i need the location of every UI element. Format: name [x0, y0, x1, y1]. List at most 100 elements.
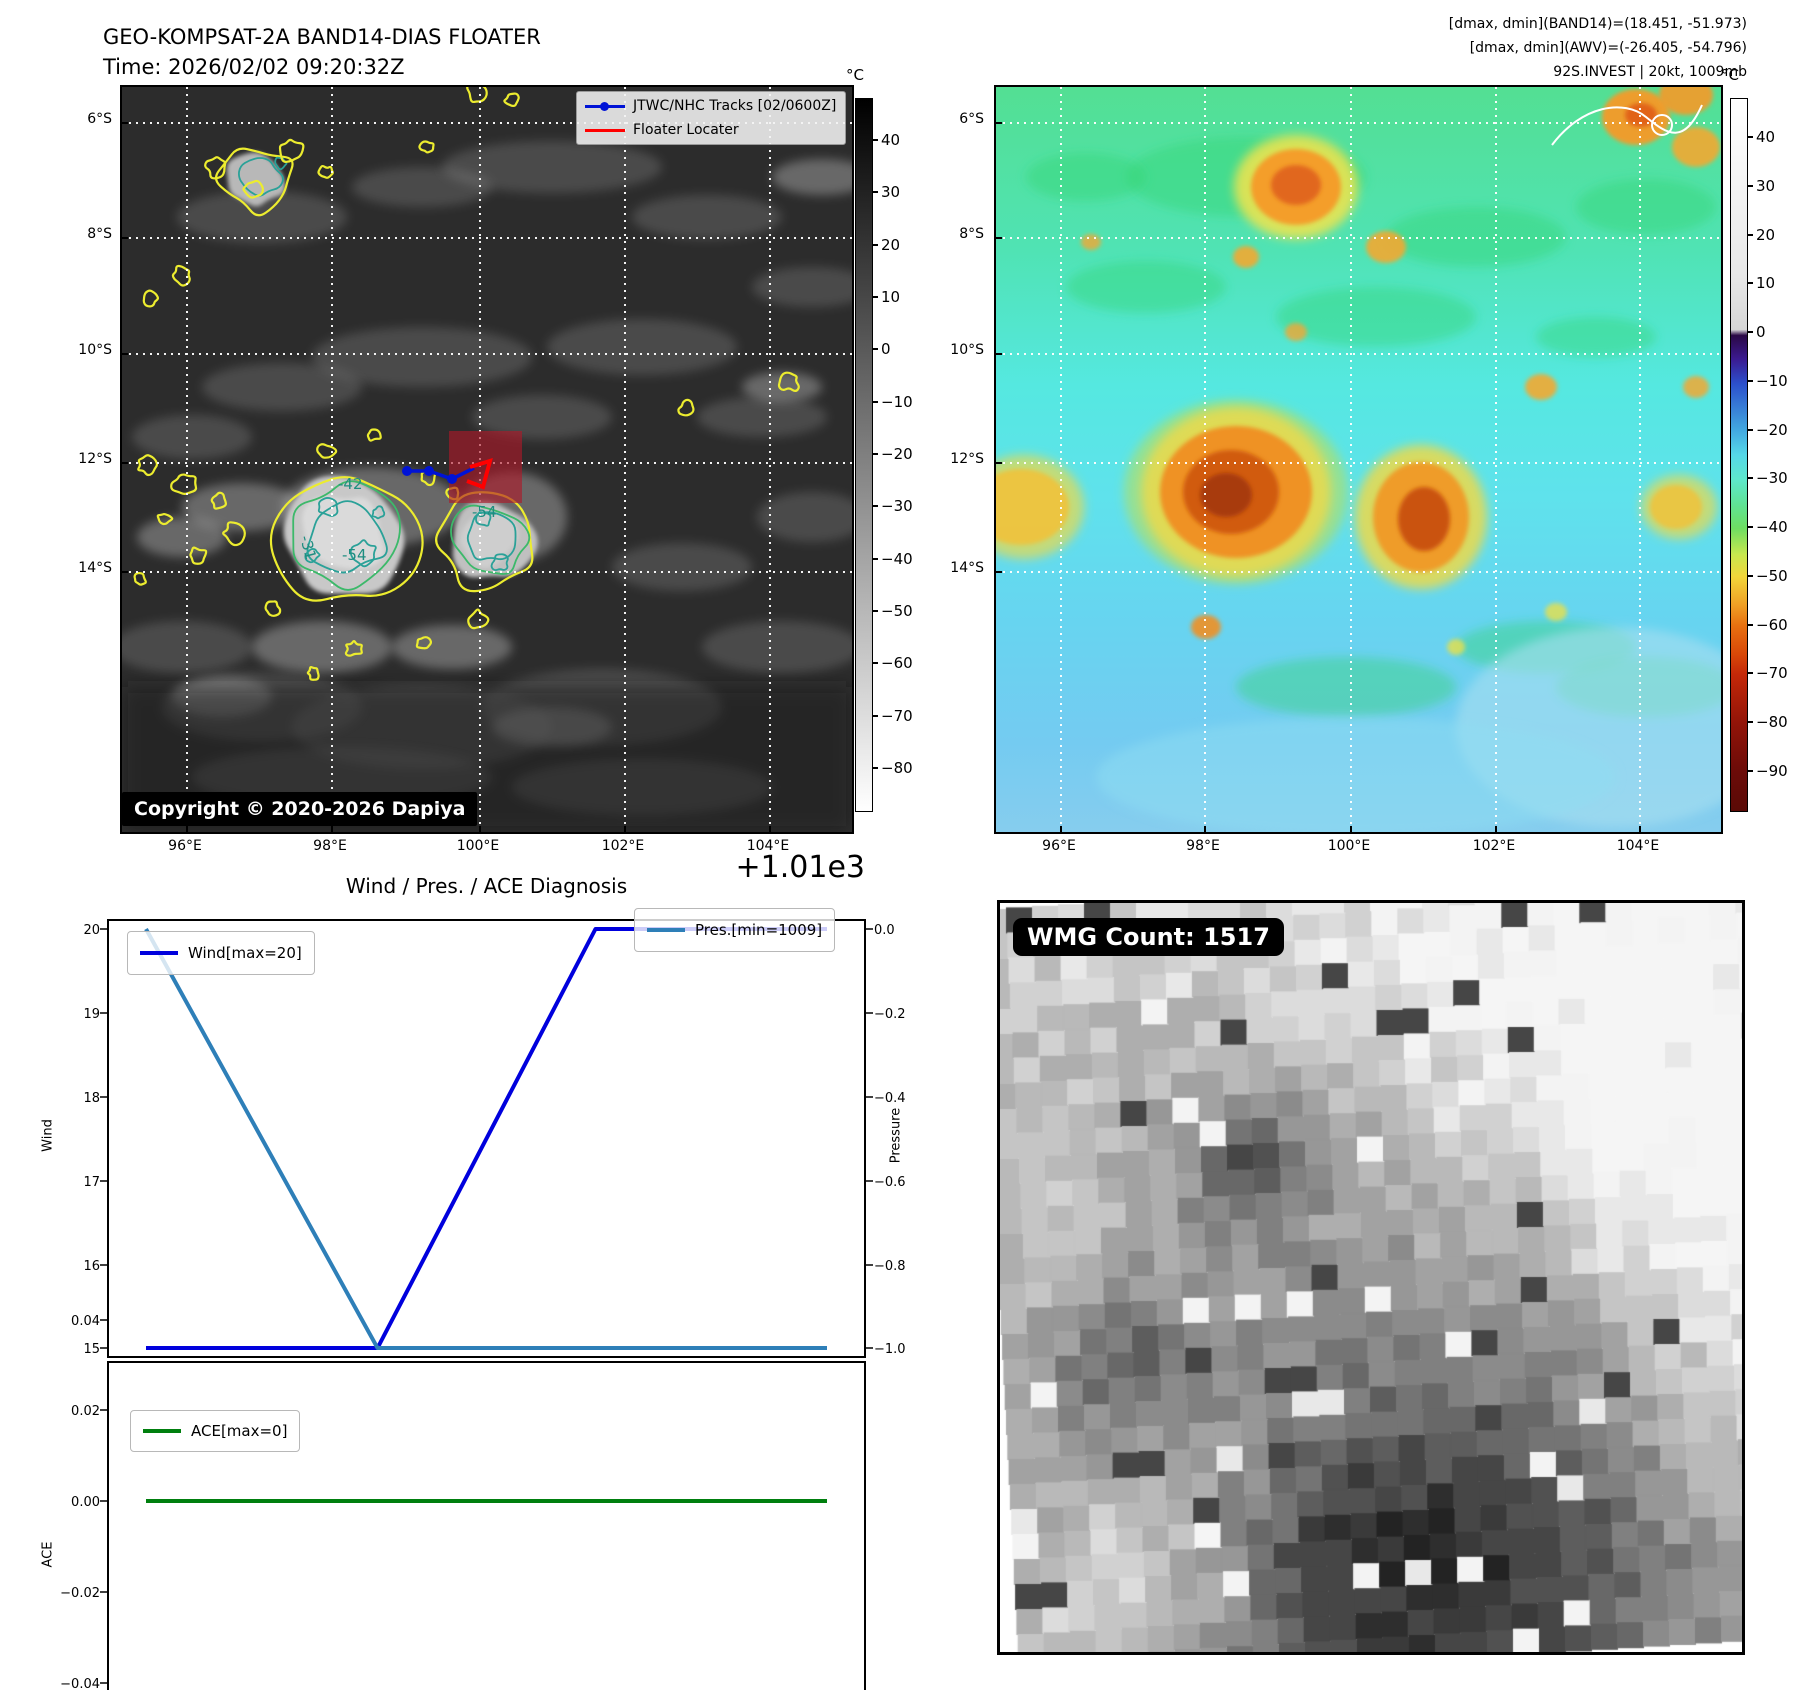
lat-tick-label: 14°S	[78, 560, 112, 576]
colorbar-tick-label: −20	[881, 445, 913, 463]
band14-legend: JTWC/NHC Tracks [02/0600Z] Floater Locat…	[576, 91, 846, 145]
lon-tick-label: 100°E	[1327, 838, 1371, 854]
colorbar-tick-mark	[1747, 136, 1753, 138]
colorbar-tick-label: 0	[881, 340, 891, 358]
chart-tick-label: −0.2	[874, 1007, 906, 1022]
chart-tick-label: −0.04	[60, 1677, 100, 1690]
lon-tick-label: 102°E	[601, 838, 645, 854]
pressure-line-sample	[647, 928, 685, 932]
colorbar-tick-label: −60	[881, 654, 913, 672]
lat-tick-label: 8°S	[87, 226, 112, 242]
colorbar-tick-mark	[1747, 770, 1753, 772]
band14-colorbar-unit: °C	[846, 66, 864, 84]
lon-tick-label: 96°E	[168, 838, 202, 854]
lat-tick-label: 12°S	[950, 451, 984, 467]
colorbar-tick-label: −50	[881, 602, 913, 620]
colorbar-tick-mark	[872, 244, 878, 246]
colorbar-tick-mark	[1747, 526, 1753, 528]
chart-tick-label: 17	[83, 1175, 100, 1190]
colorbar-tick-mark	[1747, 234, 1753, 236]
pressure-legend: Pres.[min=1009]	[634, 908, 836, 952]
colorbar-tick-mark	[1747, 624, 1753, 626]
colorbar-tick-mark	[872, 139, 878, 141]
contour-label: -54	[472, 503, 497, 521]
colorbar-tick-label: −40	[1756, 518, 1788, 536]
colorbar-tick-mark	[1747, 721, 1753, 723]
colorbar-tick-label: −70	[881, 707, 913, 725]
colorbar-tick-label: −10	[1756, 372, 1788, 390]
legend-tracks-label: JTWC/NHC Tracks [02/0600Z]	[633, 98, 837, 114]
colorbar-tick-mark	[1747, 477, 1753, 479]
chart-tick-label: 18	[83, 1091, 100, 1106]
lon-tick-label: 98°E	[1186, 838, 1220, 854]
pressure-offset-text: +1.01e3	[735, 850, 865, 885]
copyright-badge: Copyright © 2020-2026 Dapiya	[122, 792, 478, 826]
colorbar-tick-mark	[872, 296, 878, 298]
awv-map	[964, 75, 1776, 837]
wind-axis-label: Wind	[40, 1119, 56, 1152]
colorbar-tick-mark	[872, 401, 878, 403]
lon-tick-label: 104°E	[1616, 838, 1660, 854]
diagnosis-chart: 20 19 18 17 16 15 0.0 −0.2 −0.4 −0.6 −0.8 −1.0 0.04 0…	[60, 919, 906, 1690]
band14-title: GEO-KOMPSAT-2A BAND14-DIAS FLOATER	[103, 25, 541, 49]
lon-tick-label: 104°E	[746, 838, 790, 854]
chart-tick-label: 0.02	[71, 1404, 100, 1419]
wind-legend-label: Wind[max=20]	[188, 944, 302, 962]
chart-tick-label: 15	[83, 1342, 100, 1357]
colorbar-tick-mark	[872, 767, 878, 769]
chart-tick-label: 20	[83, 923, 100, 938]
chart-tick-label: 0.04	[71, 1314, 100, 1329]
track-line-sample	[585, 101, 625, 111]
white-contour	[1551, 104, 1703, 146]
colorbar-tick-mark	[872, 610, 878, 612]
chart-tick-label: 0.0	[874, 923, 895, 938]
contour-label-group: -54 -54 -42 -31	[296, 475, 496, 564]
colorbar-tick-label: −40	[881, 550, 913, 568]
lat-tick-label: 6°S	[87, 111, 112, 127]
contour-label: -54	[342, 546, 367, 564]
jtwc-track	[402, 458, 493, 490]
lat-tick-label: 12°S	[78, 451, 112, 467]
colorbar-tick-label: −30	[881, 497, 913, 515]
colorbar-tick-label: −60	[1756, 616, 1788, 634]
band14-map-canvas: -54 -54 -42 -31	[112, 83, 872, 832]
band14-time: Time: 2026/02/02 09:20:32Z	[103, 55, 405, 79]
colorbar-tick-mark	[1747, 672, 1753, 674]
colorbar-tick-label: −90	[1756, 762, 1788, 780]
lat-tick-label: 10°S	[78, 342, 112, 358]
colorbar-tick-mark	[872, 348, 878, 350]
chart-tick-label: −1.0	[874, 1342, 906, 1357]
awv-colorbar	[1730, 98, 1748, 812]
chart-tick-label: −0.02	[60, 1586, 100, 1601]
annotation-line: [dmax, dmin](BAND14)=(18.451, -51.973)	[1448, 16, 1747, 32]
ace-line-sample	[143, 1429, 181, 1433]
contour-label: -31	[296, 533, 320, 561]
chart-tick-label: 0.00	[71, 1495, 100, 1510]
colorbar-tick-label: −80	[881, 759, 913, 777]
wind-line-sample	[140, 951, 178, 955]
colorbar-tick-mark	[872, 505, 878, 507]
floater-marker	[466, 458, 493, 490]
awv-map-canvas	[964, 75, 1776, 837]
band14-header: GEO-KOMPSAT-2A BAND14-DIAS FLOATER Time:…	[103, 22, 541, 82]
colorbar-tick-label: −50	[1756, 567, 1788, 585]
colorbar-tick-label: 20	[881, 236, 901, 254]
chart-tick-label: 16	[83, 1259, 100, 1274]
lat-tick-label: 8°S	[959, 226, 984, 242]
lat-tick-label: 6°S	[959, 111, 984, 127]
colorbar-tick-mark	[872, 558, 878, 560]
convection-blobs	[964, 75, 1776, 837]
colorbar-tick-label: 40	[881, 131, 901, 149]
chart-tick-label: −0.8	[874, 1259, 906, 1274]
floater-locater-box	[449, 431, 522, 503]
ace-axis-label: ACE	[40, 1541, 56, 1568]
colorbar-tick-label: 30	[881, 183, 901, 201]
lat-tick-label: 10°S	[950, 342, 984, 358]
colorbar-tick-label: 10	[881, 288, 901, 306]
chart-title: Wind / Pres. / ACE Diagnosis	[345, 874, 628, 898]
colorbar-tick-mark	[872, 715, 878, 717]
colorbar-tick-label: −30	[1756, 469, 1788, 487]
colorbar-tick-label: 40	[1756, 128, 1776, 146]
floater-line-sample	[585, 128, 625, 132]
